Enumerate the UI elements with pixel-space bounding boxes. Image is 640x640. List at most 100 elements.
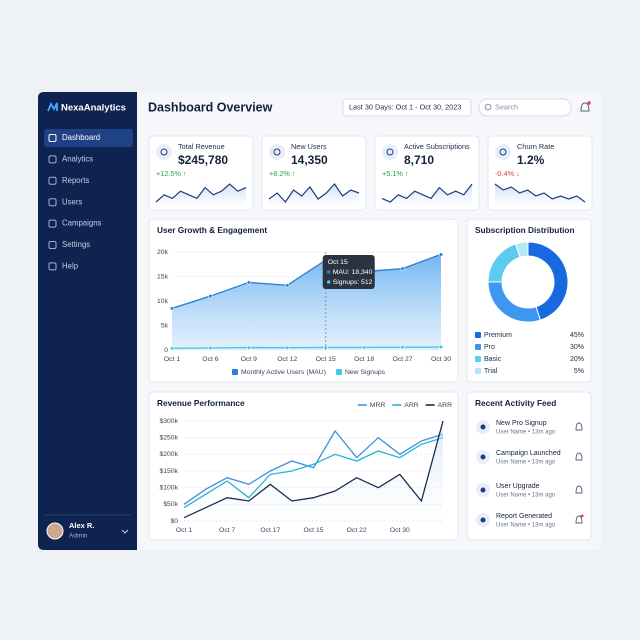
activity-bell[interactable] — [575, 515, 583, 524]
nav-item[interactable]: Help — [62, 261, 79, 270]
brand: NexaAnalytics — [61, 103, 126, 114]
activity-bell[interactable] — [575, 452, 583, 461]
legend-label: ARR — [438, 402, 452, 409]
chart-title: Subscription Distribution — [475, 225, 575, 235]
y-tick-label: 15k — [157, 273, 169, 280]
data-point — [285, 283, 290, 288]
x-tick-label: Oct 30 — [390, 527, 410, 534]
value-label: 20% — [570, 356, 584, 363]
sidebar — [38, 92, 137, 550]
tooltip-line: MAU: 18,340 — [333, 269, 373, 276]
x-tick-label: Oct 6 — [202, 356, 218, 363]
activity-icon-glyph — [480, 487, 486, 493]
kpi-icon-glyph — [273, 148, 281, 156]
kpi-label: Churn Rate — [517, 142, 554, 151]
nav-item[interactable]: Campaigns — [62, 219, 102, 228]
series-line — [171, 253, 442, 310]
sparkline-area — [156, 184, 246, 204]
nav-item[interactable]: Dashboard — [62, 133, 100, 142]
activity-bell[interactable] — [575, 485, 583, 494]
y-tick-label: 10k — [157, 298, 169, 305]
value-label: 5% — [574, 368, 584, 375]
legend-swatch — [475, 368, 481, 374]
x-tick-label: Oct 1 — [164, 356, 180, 363]
x-tick-label: Oct 30 — [431, 356, 451, 363]
kpi-value: 1.2% — [517, 153, 545, 167]
value-label: 30% — [570, 344, 584, 351]
activity-title: Recent Activity Feed — [475, 398, 556, 408]
data-point — [438, 344, 444, 350]
nav-item[interactable]: Users — [62, 197, 82, 206]
y-tick-label: $250k — [159, 434, 178, 441]
data-point — [169, 306, 175, 311]
nav-active — [44, 129, 133, 147]
kpi-change: +12.5% ↑ — [156, 169, 187, 178]
kpi-change: -0.4% ↓ — [495, 169, 520, 178]
activity-icon-glyph — [480, 424, 486, 430]
kpi-icon — [156, 144, 172, 160]
notification-bell[interactable] — [580, 102, 590, 112]
kpi-icon-glyph — [386, 148, 394, 156]
legend-label: Premium — [484, 332, 512, 339]
x-tick-label: Oct 7 — [219, 527, 235, 534]
series-line — [183, 420, 444, 519]
activity-item-title: Campaign Launched — [496, 450, 561, 457]
activity-item-meta: User Name • 13m ago — [496, 430, 556, 436]
data-point — [208, 294, 213, 299]
data-point — [246, 280, 251, 285]
kpi-icon — [269, 144, 285, 160]
activity-bell-dot — [580, 514, 584, 518]
kpi-label: Active Subscriptions — [404, 142, 470, 151]
activity-item-meta: User Name • 13m ago — [496, 460, 556, 466]
value-label: 45% — [570, 332, 584, 339]
search-box[interactable] — [478, 98, 572, 117]
activity-icon-glyph — [480, 517, 486, 523]
notification-dot — [587, 101, 591, 105]
y-tick-label: 5k — [161, 322, 169, 329]
activity-item-title: New Pro Signup — [496, 420, 547, 427]
legend-swatch — [335, 369, 342, 375]
nav-item[interactable]: Reports — [62, 176, 89, 185]
series-line — [183, 429, 444, 505]
legend-swatch — [475, 356, 481, 362]
area — [184, 421, 443, 521]
kpi-label: Total Revenue — [178, 142, 225, 151]
tooltip-dot — [326, 270, 331, 274]
x-tick-label: Oct 1 — [176, 527, 192, 534]
donut-segment — [515, 241, 529, 258]
series-line — [171, 346, 442, 349]
y-tick-label: $0 — [170, 518, 178, 525]
x-tick-label: Oct 18 — [354, 356, 374, 363]
activity-card — [466, 391, 592, 541]
y-tick-label: $150k — [159, 468, 178, 475]
kpi-change: +5.1% ↑ — [382, 169, 409, 178]
kpi-icon-glyph — [499, 148, 507, 156]
legend-swatch — [232, 369, 238, 375]
nav-icon — [48, 134, 57, 142]
search-placeholder: Search — [495, 102, 518, 111]
data-point — [246, 345, 251, 350]
activity-bell[interactable] — [575, 422, 583, 431]
nav-item[interactable]: Analytics — [62, 154, 93, 163]
legend-swatch — [475, 344, 481, 350]
avatar — [46, 522, 64, 540]
legend-label: Monthly Active Users (MAU) — [241, 369, 326, 376]
activity-item-meta: User Name • 13m ago — [496, 523, 556, 529]
legend-label: MRR — [370, 402, 386, 409]
nav-item[interactable]: Settings — [62, 240, 90, 249]
data-point — [362, 345, 367, 350]
activity-item-meta: User Name • 13m ago — [496, 493, 556, 499]
nav-icon — [48, 198, 57, 207]
date-range: Last 30 Days: Oct 1 - Oct 30, 2023 — [349, 102, 461, 111]
data-point — [208, 345, 213, 351]
activity-icon-glyph — [480, 454, 486, 460]
sparkline-area — [382, 184, 472, 204]
y-tick-label: $300k — [159, 418, 178, 425]
date-range-button[interactable] — [342, 98, 472, 117]
nav-icon — [48, 155, 57, 164]
kpi-card — [374, 135, 480, 211]
y-tick-label: 20k — [157, 249, 169, 256]
y-tick-label: $100k — [159, 484, 178, 491]
